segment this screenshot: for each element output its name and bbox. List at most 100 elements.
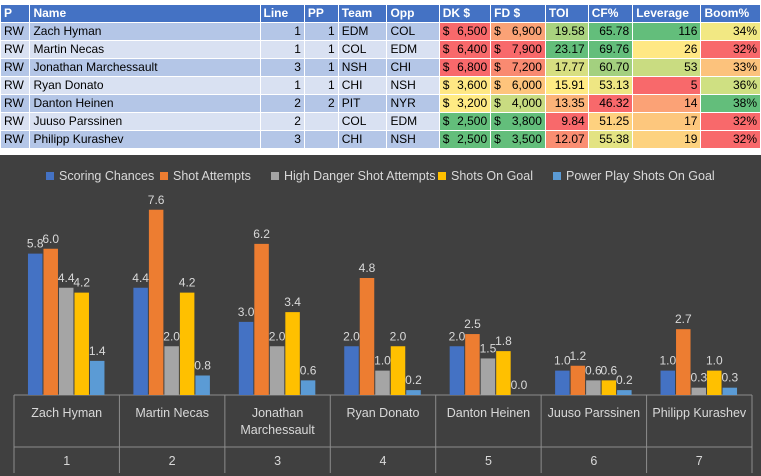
- cell-lev: 5: [632, 76, 702, 95]
- bar-value-label: 1.8: [495, 334, 512, 348]
- cell-fd: $6,900: [490, 22, 546, 41]
- cell-p: RW: [0, 94, 31, 113]
- cell-dk: $6,500: [438, 22, 492, 41]
- bar: [133, 287, 148, 395]
- cell-boom: 32%: [700, 112, 761, 131]
- chart-svg: Scoring Chances Shot Attempts High Danger …: [13, 169, 753, 473]
- cell-cf: 55.38: [587, 130, 634, 149]
- category-number-label: 4: [380, 454, 387, 468]
- bar-value-label: 2.0: [390, 329, 407, 343]
- bar: [375, 370, 390, 395]
- cell-p: RW: [0, 130, 31, 149]
- cell-dk: $6,400: [438, 40, 492, 59]
- bar: [89, 360, 105, 395]
- bar-value-label: 4.2: [179, 276, 196, 290]
- bar: [254, 243, 269, 395]
- table-row: RW Jonathan Marchessault 3 1 NSH CHI $6,800 $7,…: [0, 58, 761, 77]
- cell-lev: 14: [632, 94, 702, 113]
- bar-value-label: 2.7: [675, 312, 692, 326]
- player-table: P Name Line PP Team Opp DK $ FD $ TOI CF…: [0, 4, 761, 149]
- bar: [285, 312, 300, 395]
- cell-opp: NYR: [386, 94, 440, 113]
- legend-item: High Danger Shot Attempts: [271, 169, 435, 183]
- bar-value-label: 1.0: [706, 354, 723, 368]
- bar: [406, 390, 421, 395]
- cell-cf: 65.78: [587, 22, 634, 41]
- cell-toi: 17.77: [544, 58, 589, 77]
- bar-value-label: 0.3: [721, 371, 738, 385]
- bar-value-label: 2.0: [343, 329, 360, 343]
- cell-fd: $7,900: [490, 40, 546, 59]
- bar: [179, 292, 195, 395]
- legend-swatch: [160, 172, 168, 180]
- cell-dk: $6,800: [438, 58, 492, 77]
- cell-cf: 53.13: [587, 76, 634, 95]
- bar: [601, 380, 617, 395]
- cell-boom: 32%: [700, 40, 761, 59]
- header-team: Team: [337, 4, 388, 23]
- cell-lev: 26: [632, 40, 702, 59]
- cell-toi: 13.35: [544, 94, 589, 113]
- category-number-label: 7: [696, 454, 703, 468]
- legend-swatch: [46, 172, 54, 180]
- cell-opp: CHI: [386, 58, 440, 77]
- bar-value-label: 4.2: [73, 276, 90, 290]
- category-number-label: 6: [590, 454, 597, 468]
- bar-value-label: 1.0: [374, 354, 391, 368]
- cell-fd: $6,000: [490, 76, 546, 95]
- bar: [390, 346, 406, 395]
- bar-value-label: 7.6: [148, 193, 165, 207]
- table-row: RW Zach Hyman 1 1 EDM COL $6,500 $6,900 19.58 65.…: [0, 22, 761, 41]
- bar: [676, 329, 691, 395]
- legend-item: Power Play Shots On Goal: [553, 169, 715, 183]
- cell-name: Juuso Parssinen: [29, 112, 261, 131]
- cell-lev: 116: [632, 22, 702, 41]
- cell-p: RW: [0, 40, 31, 59]
- cell-dk: $2,500: [438, 112, 492, 131]
- legend-item: Shots On Goal: [438, 169, 533, 183]
- category-label: Philipp Kurashev: [652, 406, 747, 420]
- bar-chart: Scoring Chances Shot Attempts High Danger …: [0, 155, 761, 476]
- header-cf: CF%: [587, 4, 634, 23]
- cell-toi: 9.84: [544, 112, 589, 131]
- bar: [480, 358, 496, 395]
- legend-swatch: [553, 172, 561, 180]
- header-dk: DK $: [438, 4, 492, 23]
- cell-line: 1: [259, 76, 305, 95]
- cell-p: RW: [0, 58, 31, 77]
- bar-value-label: 0.2: [405, 373, 422, 387]
- bar: [74, 292, 89, 395]
- cell-toi: 12.07: [544, 130, 589, 149]
- bar: [195, 375, 210, 395]
- category-number-label: 3: [274, 454, 281, 468]
- bar-value-label: 3.4: [284, 295, 301, 309]
- cell-line: 2: [259, 94, 305, 113]
- bar-value-label: 4.4: [58, 271, 75, 285]
- bar-value-label: 1.5: [480, 341, 497, 355]
- cell-team: PIT: [337, 94, 388, 113]
- category-label: Martin Necas: [135, 406, 209, 420]
- category-label: Zach Hyman: [31, 406, 102, 420]
- cell-boom: 36%: [700, 76, 761, 95]
- cell-opp: NSH: [386, 130, 440, 149]
- bar: [465, 334, 480, 395]
- cell-cf: 51.25: [587, 112, 634, 131]
- cell-pp: [303, 130, 339, 149]
- legend-swatch: [271, 172, 279, 180]
- legend-item: Shot Attempts: [160, 169, 251, 183]
- bar-value-label: 6.2: [253, 227, 270, 241]
- cell-p: RW: [0, 22, 31, 41]
- cell-dk: $3,600: [438, 76, 492, 95]
- category-label: Jonathan: [252, 406, 303, 420]
- category-number-label: 5: [485, 454, 492, 468]
- cell-team: CHI: [337, 76, 388, 95]
- cell-pp: 1: [303, 40, 339, 59]
- legend-label: Scoring Chances: [59, 169, 154, 183]
- category-number-label: 2: [169, 454, 176, 468]
- category-label: Juuso Parssinen: [548, 406, 640, 420]
- cell-team: EDM: [337, 22, 388, 41]
- header-pp: PP: [303, 4, 339, 23]
- cell-pp: 1: [303, 22, 339, 41]
- cell-cf: 69.76: [587, 40, 634, 59]
- cell-toi: 23.17: [544, 40, 589, 59]
